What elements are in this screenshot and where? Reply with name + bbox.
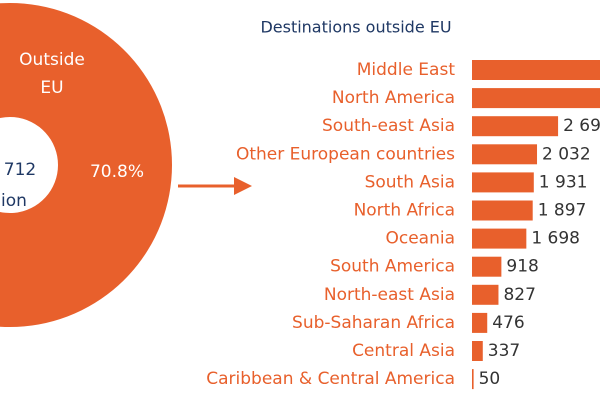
segment-label: Outside EU xyxy=(19,50,85,98)
value-label: 1 698 xyxy=(531,229,580,249)
bar xyxy=(472,256,502,277)
arrow-head xyxy=(234,177,252,195)
bar xyxy=(472,341,483,361)
category-label: Sub-Saharan Africa xyxy=(292,313,455,333)
bar xyxy=(472,116,559,137)
category-label: North Africa xyxy=(354,201,455,221)
bar xyxy=(472,284,499,305)
chart-title: Destinations outside EU xyxy=(260,18,451,37)
segment-label-line: EU xyxy=(40,78,63,98)
donut-segment xyxy=(0,2,173,327)
category-label: South America xyxy=(330,257,455,277)
bar xyxy=(472,200,533,221)
category-label: North America xyxy=(332,88,455,108)
center-text: 712 xyxy=(4,160,36,180)
bar xyxy=(472,88,600,109)
bar xyxy=(472,228,527,249)
category-label: South-east Asia xyxy=(322,116,455,136)
category-label: Other European countries xyxy=(236,144,455,164)
category-label: Middle East xyxy=(357,60,456,80)
value-label: 1 931 xyxy=(539,172,588,192)
value-label: 2 032 xyxy=(542,144,591,164)
value-label: 2 690 xyxy=(563,116,600,136)
value-label: 827 xyxy=(503,285,535,305)
bar xyxy=(472,60,600,80)
center-text: ion xyxy=(1,191,27,211)
value-label: 1 897 xyxy=(538,201,587,221)
category-label: Central Asia xyxy=(352,341,455,361)
category-label: Oceania xyxy=(385,229,455,249)
segment-value-label: 70.8% xyxy=(90,162,144,182)
value-label: 50 xyxy=(479,369,501,389)
category-label: Caribbean & Central America xyxy=(206,369,455,389)
segment-label-line: Outside xyxy=(19,50,85,70)
bar xyxy=(472,172,534,193)
category-label: South Asia xyxy=(365,172,455,192)
bar xyxy=(472,144,538,165)
category-label: North-east Asia xyxy=(324,285,455,305)
bar xyxy=(472,312,488,333)
value-label: 918 xyxy=(506,257,538,277)
value-label: 476 xyxy=(492,313,524,333)
value-label: 337 xyxy=(488,341,520,361)
bar xyxy=(472,369,474,390)
